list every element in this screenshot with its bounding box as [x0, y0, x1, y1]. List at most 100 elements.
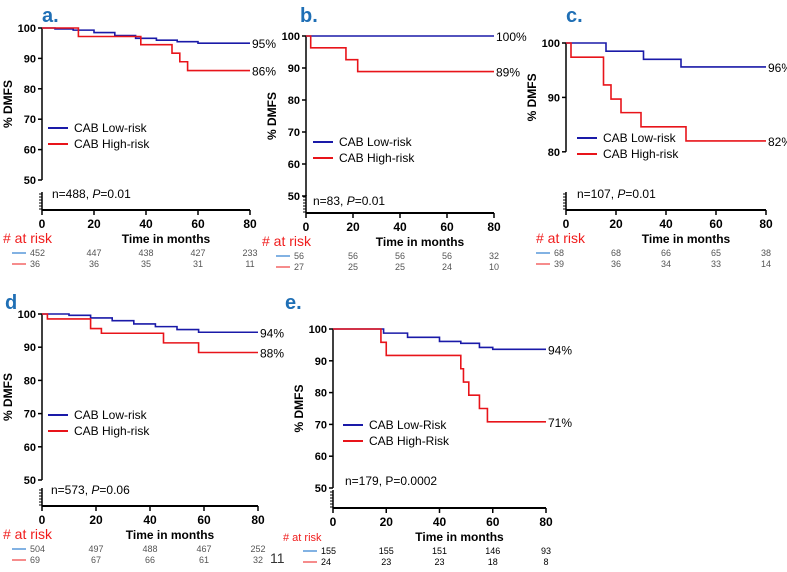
at-risk-count: 25 — [348, 262, 358, 272]
at-risk-count: 452 — [30, 248, 45, 258]
at-risk-count: 61 — [199, 555, 209, 565]
at-risk-count: 467 — [196, 544, 211, 554]
x-tick-label: 20 — [380, 515, 394, 529]
at-risk-count: 65 — [711, 248, 721, 258]
end-percent-label: 89% — [496, 66, 520, 80]
at-risk-count: 18 — [488, 557, 498, 567]
stats-annotation: n=83, P=0.01 — [313, 194, 385, 208]
at-risk-count: 24 — [442, 262, 452, 272]
legend-label: CAB Low-risk — [74, 121, 148, 135]
at-risk-count: 427 — [190, 248, 205, 258]
x-axis-label: Time in months — [122, 232, 211, 246]
at-risk-count: 25 — [395, 262, 405, 272]
y-tick-label: 60 — [315, 451, 327, 463]
x-tick-label: 0 — [39, 513, 46, 527]
at-risk-count: 39 — [554, 259, 564, 269]
at-risk-count: 35 — [141, 259, 151, 269]
y-tick-label: 50 — [24, 475, 36, 487]
at-risk-count: 24 — [321, 557, 331, 567]
x-tick-label: 80 — [243, 217, 257, 231]
y-axis-label: % DMFS — [1, 80, 15, 128]
x-tick-label: 60 — [709, 217, 723, 231]
at-risk-count: 66 — [661, 248, 671, 258]
y-tick-label: 90 — [315, 356, 327, 368]
y-tick-label: 100 — [18, 309, 36, 321]
at-risk-count: 31 — [193, 259, 203, 269]
at-risk-count: 66 — [145, 555, 155, 565]
x-tick-label: 20 — [609, 217, 623, 231]
legend-label: CAB Low-risk — [74, 408, 148, 422]
at-risk-count: 56 — [442, 251, 452, 261]
x-tick-label: 60 — [486, 515, 500, 529]
at-risk-count: 93 — [541, 546, 551, 556]
x-tick-label: 80 — [759, 217, 773, 231]
panel-label: e. — [285, 292, 302, 314]
stats-annotation: n=179, P=0.0002 — [345, 474, 437, 488]
x-tick-label: 40 — [659, 217, 673, 231]
at-risk-count: 146 — [485, 546, 500, 556]
end-percent-label: 94% — [260, 326, 284, 340]
end-percent-label: 71% — [548, 416, 572, 430]
x-axis-label: Time in months — [642, 232, 731, 246]
y-tick-label: 100 — [542, 38, 560, 50]
at-risk-count: 8 — [543, 557, 548, 567]
at-risk-count: 56 — [348, 251, 358, 261]
y-tick-label: 90 — [288, 63, 300, 75]
y-tick-label: 60 — [288, 159, 300, 171]
at-risk-count: 32 — [253, 555, 263, 565]
x-tick-label: 0 — [330, 515, 337, 529]
at-risk-count: 32 — [489, 251, 499, 261]
y-tick-label: 100 — [309, 324, 327, 336]
at-risk-count: 36 — [89, 259, 99, 269]
at-risk-count: 10 — [489, 262, 499, 272]
y-tick-label: 90 — [548, 92, 560, 104]
x-tick-label: 0 — [303, 220, 310, 234]
y-tick-label: 70 — [24, 114, 36, 126]
stray-label: 11 — [270, 550, 285, 566]
high-risk-curve — [42, 27, 250, 72]
legend-label: CAB Low-Risk — [369, 418, 447, 432]
y-tick-label: 70 — [315, 419, 327, 431]
panel-label: b. — [300, 5, 318, 27]
at-risk-count: 27 — [294, 262, 304, 272]
high-risk-curve — [306, 35, 494, 73]
y-axis-label: % DMFS — [292, 385, 306, 433]
y-tick-label: 50 — [288, 191, 300, 203]
end-percent-label: 100% — [496, 30, 527, 44]
y-axis-label: % DMFS — [525, 73, 539, 121]
high-risk-curve — [42, 313, 258, 354]
at-risk-count: 56 — [294, 251, 304, 261]
stats-annotation: n=488, P=0.01 — [52, 187, 131, 201]
x-axis-label: Time in months — [376, 235, 465, 249]
at-risk-count: 252 — [250, 544, 265, 554]
at-risk-count: 68 — [611, 248, 621, 258]
at-risk-count: 155 — [321, 546, 336, 556]
panel-label: d — [5, 292, 17, 314]
x-axis-label: Time in months — [126, 528, 215, 542]
x-axis-label: Time in months — [415, 530, 504, 544]
x-tick-label: 60 — [440, 220, 454, 234]
x-tick-label: 0 — [39, 217, 46, 231]
legend-label: CAB High-risk — [74, 424, 150, 438]
at-risk-title: # at risk — [283, 532, 322, 544]
stats-annotation: n=107, P=0.01 — [577, 187, 656, 201]
end-percent-label: 88% — [260, 347, 284, 361]
at-risk-count: 151 — [432, 546, 447, 556]
low-risk-curve — [333, 328, 546, 351]
at-risk-count: 56 — [395, 251, 405, 261]
end-percent-label: 94% — [548, 343, 572, 357]
x-tick-label: 60 — [197, 513, 211, 527]
legend-label: CAB High-Risk — [369, 434, 450, 448]
legend-label: CAB High-risk — [74, 137, 150, 151]
y-tick-label: 100 — [18, 23, 36, 35]
y-tick-label: 80 — [315, 388, 327, 400]
legend-label: CAB High-risk — [603, 147, 679, 161]
at-risk-count: 447 — [86, 248, 101, 258]
at-risk-count: 23 — [434, 557, 444, 567]
y-tick-label: 70 — [288, 127, 300, 139]
x-tick-label: 20 — [89, 513, 103, 527]
at-risk-count: 14 — [761, 259, 771, 269]
at-risk-count: 36 — [611, 259, 621, 269]
y-tick-label: 60 — [24, 442, 36, 454]
y-axis-label: % DMFS — [1, 373, 15, 421]
